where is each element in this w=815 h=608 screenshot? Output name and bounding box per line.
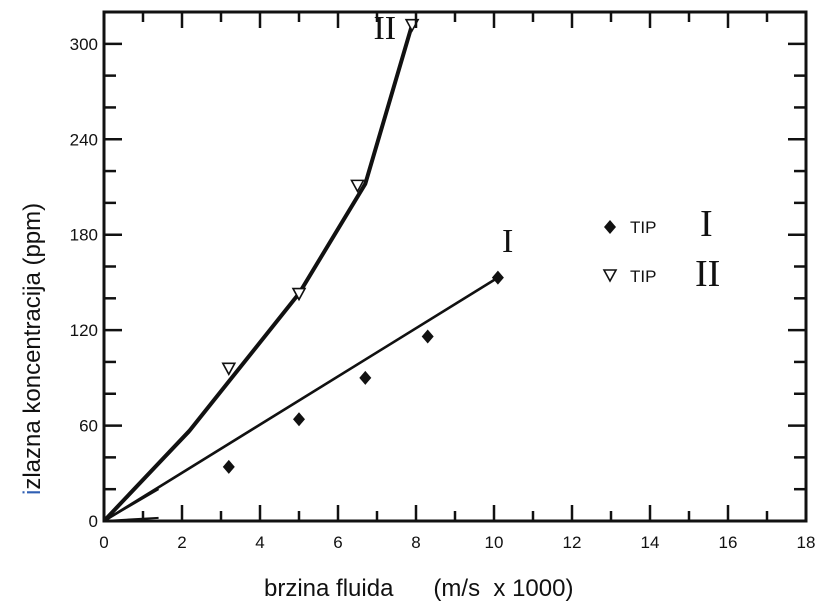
x-tick-label: 2: [177, 533, 186, 552]
curve-label-1: I: [502, 223, 513, 260]
x-tick-label: 18: [797, 533, 815, 552]
y-tick-label: 120: [70, 321, 98, 340]
x-tick-label: 14: [641, 533, 660, 552]
y-tick-label: 300: [70, 35, 98, 54]
y-tick-label: 0: [89, 512, 98, 531]
legend-label-tip: TIP: [630, 267, 656, 286]
data-point-tip-i: [491, 270, 504, 285]
y-tick-label: 60: [79, 417, 98, 436]
y-tick-label: 240: [70, 130, 98, 149]
y-axis-title: izlazna koncentracija (ppm): [19, 203, 46, 495]
series-line-2: [102, 24, 415, 523]
data-point-tip-ii: [350, 179, 365, 194]
legend-entry-tip-ii: TIP II: [602, 253, 720, 295]
legend-marker-diamond: [604, 220, 616, 234]
x-axis-unit: (m/s x 1000): [433, 575, 573, 602]
x-tick-label: 6: [333, 533, 342, 552]
legend-marker-triangle: [602, 269, 618, 283]
x-tick-label: 8: [411, 533, 420, 552]
legend: TIP I TIP II: [602, 203, 720, 295]
y-axis-label-first-letter: i: [19, 490, 46, 495]
x-axis-title: brzina fluida (m/s x 1000): [264, 575, 573, 602]
legend-entry-tip-i: TIP I: [604, 203, 713, 245]
y-axis-label-rest: zlazna koncentracija (ppm): [19, 203, 46, 490]
data-point-tip-i: [293, 412, 305, 427]
data-point-tip-i: [421, 329, 434, 344]
y-tick-label: 180: [70, 226, 98, 245]
series-line-1: [103, 276, 499, 523]
legend-roman-i: I: [700, 203, 713, 245]
x-tick-label: 0: [99, 533, 108, 552]
x-tick-label: 10: [485, 533, 504, 552]
data-point-tip-ii: [291, 287, 307, 302]
x-tick-label: 12: [563, 533, 582, 552]
curve-label-2: II: [373, 10, 396, 47]
legend-roman-ii: II: [695, 253, 720, 295]
x-axis-label: brzina fluida: [264, 575, 394, 602]
x-tick-label: 4: [255, 533, 264, 552]
data-point-tip-ii: [221, 362, 237, 376]
data-point-tip-i: [359, 370, 372, 385]
data-point-tip-i: [222, 459, 235, 474]
x-tick-label: 16: [719, 533, 738, 552]
legend-label-tip: TIP: [630, 218, 656, 237]
